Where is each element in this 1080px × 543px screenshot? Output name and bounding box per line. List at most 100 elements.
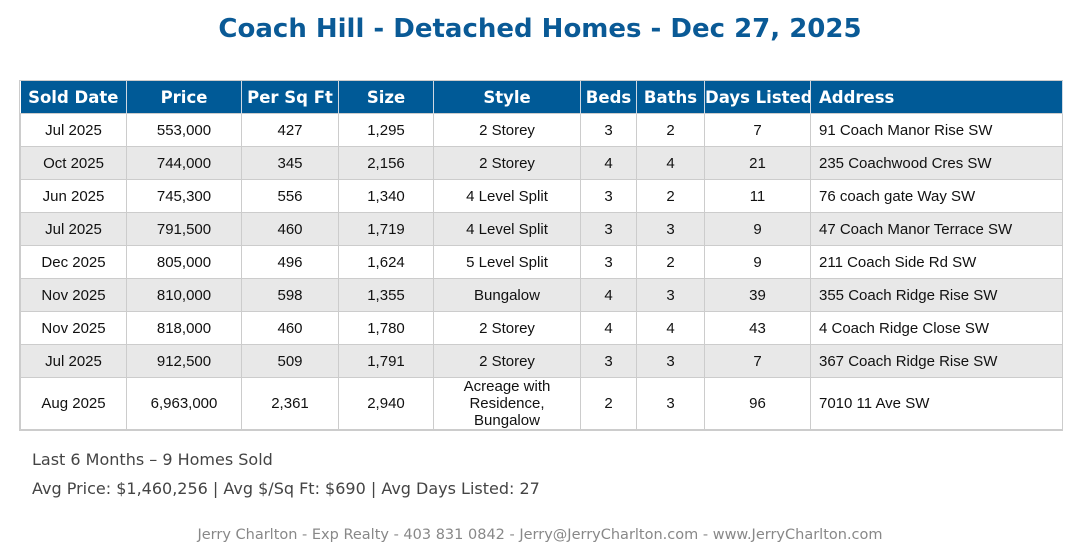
table-cell: Bungalow (433, 278, 581, 312)
table-row: Dec 2025 805,000 496 1,624 5 Level Split 3 2 9 2… (20, 245, 1063, 279)
table-cell: 805,000 (126, 245, 242, 279)
table-cell: 3 (580, 179, 637, 213)
column-header: Price (126, 81, 242, 114)
table-cell: 745,300 (126, 179, 242, 213)
table-cell: 427 (241, 113, 339, 147)
table-cell: 1,719 (338, 212, 434, 246)
table-cell: 7 (704, 113, 811, 147)
table-cell: 2 (580, 377, 637, 430)
table-cell: 4 Coach Ridge Close SW (810, 311, 1063, 345)
table-cell: 3 (636, 377, 705, 430)
table-cell: 3 (580, 113, 637, 147)
table-cell: 43 (704, 311, 811, 345)
table-cell: 4 (580, 278, 637, 312)
table-cell: 3 (580, 212, 637, 246)
table-row: Nov 2025 818,000 460 1,780 2 Storey 4 4 43 4 Coa… (20, 311, 1063, 345)
table-cell: 4 (580, 146, 637, 180)
table-cell: 11 (704, 179, 811, 213)
table-cell: 2 Storey (433, 113, 581, 147)
table-cell: 211 Coach Side Rd SW (810, 245, 1063, 279)
table-cell: 2 Storey (433, 146, 581, 180)
table-row: Jul 2025 912,500 509 1,791 2 Storey 3 3 7 367 Co… (20, 344, 1063, 378)
table-cell: 509 (241, 344, 339, 378)
sales-table: Sold Date Price Per Sq Ft Size Style Beds Bath… (19, 80, 1063, 431)
table-cell: 9 (704, 245, 811, 279)
table-cell: 3 (636, 212, 705, 246)
table-cell: 460 (241, 212, 339, 246)
column-header: Sold Date (20, 81, 127, 114)
table-cell: Aug 2025 (20, 377, 127, 430)
table-cell: 5 Level Split (433, 245, 581, 279)
column-header: Address (810, 81, 1063, 114)
footer-contact: Jerry Charlton - Exp Realty - 403 831 08… (197, 527, 883, 543)
table-cell: 460 (241, 311, 339, 345)
table-cell: 355 Coach Ridge Rise SW (810, 278, 1063, 312)
table-cell: 3 (580, 245, 637, 279)
table-cell: 2 (636, 113, 705, 147)
table-row: Aug 2025 6,963,000 2,361 2,940 Acreage with … (20, 377, 1063, 430)
table-cell: 4 (636, 146, 705, 180)
table-cell: 556 (241, 179, 339, 213)
table-cell: Dec 2025 (20, 245, 127, 279)
table-cell: 810,000 (126, 278, 242, 312)
table-cell: 2,940 (338, 377, 434, 430)
table-cell: 39 (704, 278, 811, 312)
table-cell: Jul 2025 (20, 113, 127, 147)
table-cell: 7 (704, 344, 811, 378)
table-cell: 21 (704, 146, 811, 180)
table-cell: 345 (241, 146, 339, 180)
column-header: Size (338, 81, 434, 114)
table-cell: 2 Storey (433, 344, 581, 378)
table-cell: 3 (580, 344, 637, 378)
table-cell: 3 (636, 344, 705, 378)
table-cell: 1,791 (338, 344, 434, 378)
table-cell: 744,000 (126, 146, 242, 180)
table-cell: 4 Level Split (433, 212, 581, 246)
column-header: Baths (636, 81, 705, 114)
page-title: Coach Hill - Detached Homes - Dec 27, 20… (218, 14, 862, 44)
table-cell: 791,500 (126, 212, 242, 246)
table-cell: 2 (636, 245, 705, 279)
table-cell: 1,295 (338, 113, 434, 147)
column-header: Days Listed (704, 81, 811, 114)
table-cell: 1,780 (338, 311, 434, 345)
table-row: Jun 2025 745,300 556 1,340 4 Level Split 3 2 11… (20, 179, 1063, 213)
table-row: Jul 2025 791,500 460 1,719 4 Level Split 3 3 9 4… (20, 212, 1063, 246)
table-cell: 3 (636, 278, 705, 312)
table-cell: Nov 2025 (20, 311, 127, 345)
table-cell: Oct 2025 (20, 146, 127, 180)
table-cell: 9 (704, 212, 811, 246)
table-cell: 598 (241, 278, 339, 312)
column-header: Per Sq Ft (241, 81, 339, 114)
table-row: Jul 2025 553,000 427 1,295 2 Storey 3 2 7 91 Coa… (20, 113, 1063, 147)
table-cell: 4 (636, 311, 705, 345)
table-cell: 912,500 (126, 344, 242, 378)
table-cell: 1,624 (338, 245, 434, 279)
table-cell: 2,156 (338, 146, 434, 180)
column-header: Style (433, 81, 581, 114)
table-header-row: Sold Date Price Per Sq Ft Size Style Beds Bath… (20, 81, 1063, 114)
table-cell: Jun 2025 (20, 179, 127, 213)
column-header: Beds (580, 81, 637, 114)
summary-count: Last 6 Months – 9 Homes Sold (32, 450, 273, 469)
table-cell: 1,355 (338, 278, 434, 312)
table-cell: 4 Level Split (433, 179, 581, 213)
table-cell: 553,000 (126, 113, 242, 147)
table-cell: 2,361 (241, 377, 339, 430)
table-cell: 91 Coach Manor Rise SW (810, 113, 1063, 147)
summary-averages: Avg Price: $1,460,256 | Avg $/Sq Ft: $69… (32, 479, 540, 498)
table-cell: 2 (636, 179, 705, 213)
table-cell: Jul 2025 (20, 212, 127, 246)
table-cell: 1,340 (338, 179, 434, 213)
table-cell: 496 (241, 245, 339, 279)
table-row: Nov 2025 810,000 598 1,355 Bungalow 4 3 39 355 C… (20, 278, 1063, 312)
table-cell: 96 (704, 377, 811, 430)
table-cell: 367 Coach Ridge Rise SW (810, 344, 1063, 378)
table-cell: 6,963,000 (126, 377, 242, 430)
table-cell: 235 Coachwood Cres SW (810, 146, 1063, 180)
table-cell: Nov 2025 (20, 278, 127, 312)
table-cell: 7010 11 Ave SW (810, 377, 1063, 430)
table-cell: 2 Storey (433, 311, 581, 345)
table-cell: 4 (580, 311, 637, 345)
